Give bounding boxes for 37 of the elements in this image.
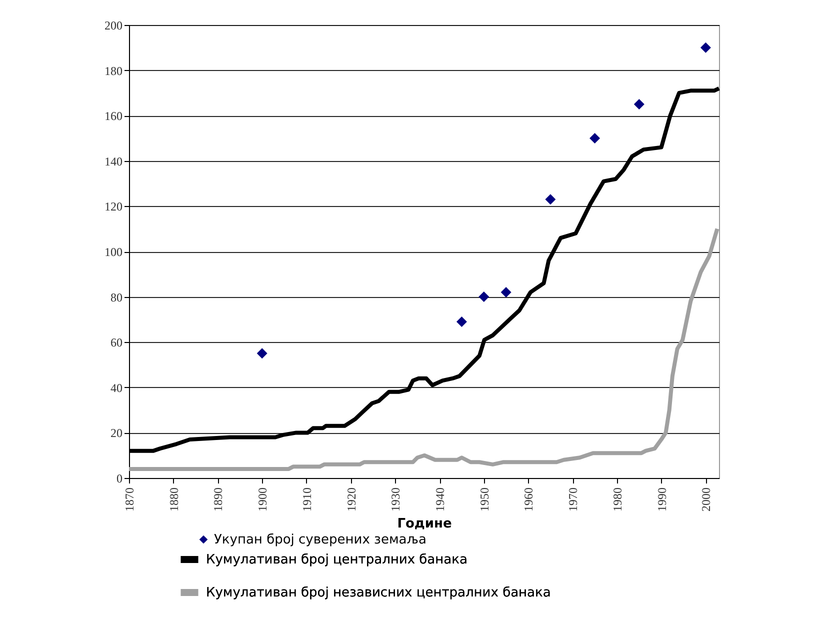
x-tick-label: 1910 bbox=[300, 488, 314, 512]
x-tick-label: 1980 bbox=[610, 488, 624, 512]
y-tick-label: 60 bbox=[110, 336, 122, 350]
x-tick-label: 1920 bbox=[344, 488, 358, 512]
point bbox=[478, 292, 490, 302]
x-tick-label: 1990 bbox=[654, 488, 669, 512]
point bbox=[500, 287, 512, 298]
x-tick-label: 1970 bbox=[566, 488, 580, 512]
point bbox=[545, 194, 556, 205]
x-tick-label: 1960 bbox=[522, 488, 536, 512]
point bbox=[700, 42, 711, 53]
legend-label: Кумулативан број централних банака bbox=[206, 552, 468, 568]
point bbox=[634, 99, 644, 110]
y-tick-label: 200 bbox=[104, 18, 122, 32]
x-tick-label: 1930 bbox=[388, 488, 403, 512]
y-tick-label: 160 bbox=[104, 109, 122, 124]
x-axis-title: Године bbox=[397, 516, 452, 532]
y-tick-label: 20 bbox=[110, 426, 122, 440]
legend-label: Кумулативан број независних централних банака bbox=[206, 586, 551, 600]
x-tick-label: 1880 bbox=[166, 488, 181, 512]
x-tick-label: 1870 bbox=[122, 488, 136, 512]
y-tick-label: 180 bbox=[104, 64, 122, 78]
point bbox=[456, 316, 467, 327]
legend-label: Укупан број суверених земаља bbox=[214, 532, 426, 548]
y-tick-label: 40 bbox=[110, 380, 122, 395]
point bbox=[590, 133, 600, 144]
y-tick-label: 120 bbox=[104, 200, 122, 214]
y-tick-label: 140 bbox=[104, 154, 122, 168]
x-tick-label: 2000 bbox=[699, 488, 714, 512]
y-tick-label: 100 bbox=[104, 245, 122, 259]
x-tick-label: 1890 bbox=[211, 488, 226, 512]
x-tick-label: 1950 bbox=[477, 488, 492, 512]
x-tick-label: 1940 bbox=[433, 488, 448, 512]
x-tick-label: 1900 bbox=[256, 488, 270, 512]
y-tick-label: 80 bbox=[110, 290, 122, 304]
y-tick-label: 0 bbox=[116, 472, 122, 486]
point bbox=[256, 348, 268, 359]
